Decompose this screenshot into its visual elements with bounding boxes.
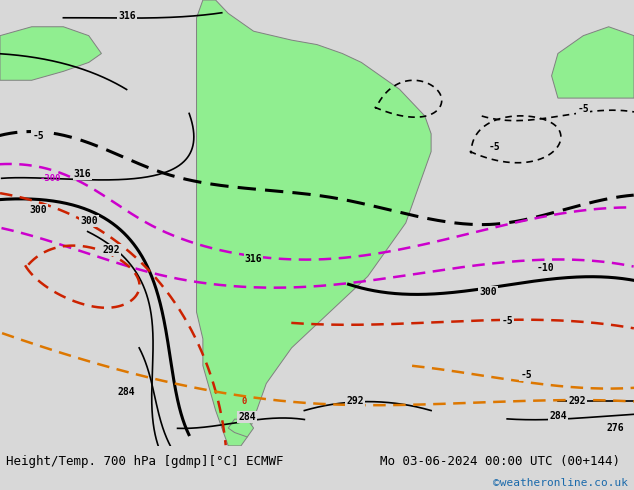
- Text: 284: 284: [549, 411, 567, 420]
- Text: 292: 292: [102, 245, 120, 255]
- Text: 292: 292: [568, 396, 586, 406]
- Text: Height/Temp. 700 hPa [gdmp][°C] ECMWF: Height/Temp. 700 hPa [gdmp][°C] ECMWF: [6, 455, 284, 468]
- Text: -5: -5: [521, 369, 532, 380]
- Text: 292: 292: [346, 396, 364, 406]
- Text: -10: -10: [536, 263, 554, 272]
- Text: -5: -5: [501, 316, 513, 326]
- Text: -300: -300: [40, 174, 61, 183]
- Text: 0: 0: [242, 397, 247, 406]
- Text: Mo 03-06-2024 00:00 UTC (00+144): Mo 03-06-2024 00:00 UTC (00+144): [380, 455, 621, 468]
- Text: 316: 316: [74, 169, 91, 179]
- Text: -5: -5: [578, 104, 589, 114]
- Text: 316: 316: [245, 254, 262, 264]
- Text: 284: 284: [118, 388, 136, 397]
- Text: -5: -5: [489, 142, 500, 152]
- Polygon shape: [197, 0, 431, 446]
- Text: 300: 300: [479, 287, 497, 297]
- Text: -5: -5: [32, 131, 44, 141]
- Polygon shape: [552, 27, 634, 98]
- Text: ©weatheronline.co.uk: ©weatheronline.co.uk: [493, 478, 628, 489]
- Text: 284: 284: [238, 412, 256, 422]
- Polygon shape: [228, 419, 254, 437]
- Text: 316: 316: [118, 11, 136, 21]
- Text: 300: 300: [80, 216, 98, 226]
- Text: 276: 276: [606, 423, 624, 433]
- Text: 300: 300: [29, 204, 47, 215]
- Polygon shape: [0, 27, 101, 80]
